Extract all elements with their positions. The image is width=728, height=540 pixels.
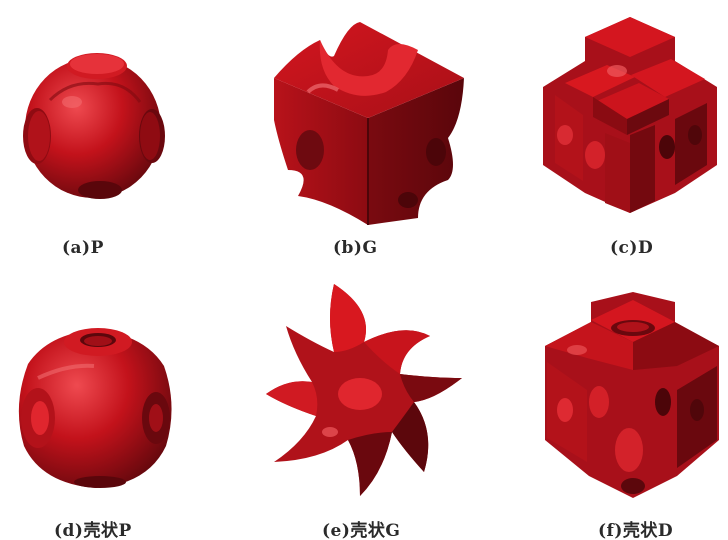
caption-e: (e)壳状G	[322, 521, 401, 540]
caption-c: (c)D	[610, 238, 654, 258]
diamond-unit-cell-image	[543, 17, 717, 213]
diamond-shell-image	[545, 292, 719, 498]
primitive-shell-image	[18, 328, 172, 488]
caption-b: (b)G	[333, 238, 378, 258]
panel-f	[537, 290, 727, 500]
panel-b	[268, 20, 466, 230]
caption-a: (a)P	[62, 238, 104, 258]
panel-a	[10, 40, 180, 210]
caption-d: (d)壳状P	[54, 521, 132, 540]
panel-e	[264, 282, 469, 502]
panel-c	[535, 15, 725, 215]
gyroid-unit-cell-image	[274, 22, 464, 225]
gyroid-shell-image	[266, 284, 462, 496]
primitive-unit-cell-image	[23, 53, 165, 199]
caption-f: (f)壳状D	[598, 521, 674, 540]
panel-d	[8, 316, 183, 496]
